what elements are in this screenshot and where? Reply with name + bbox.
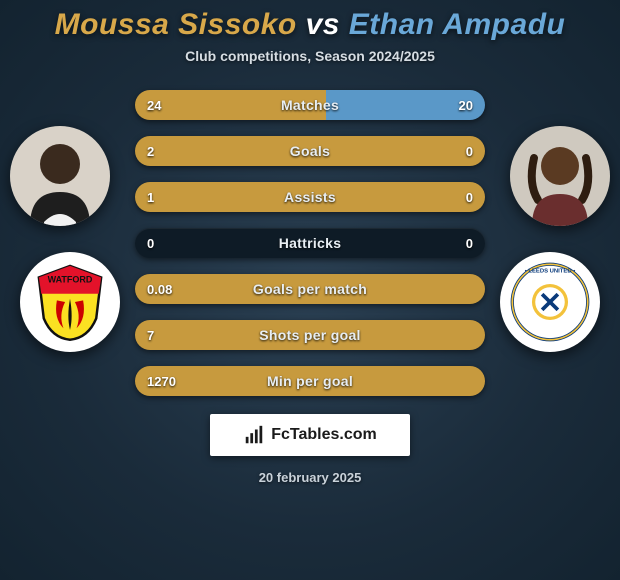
crest-text: WATFORD [48,274,93,284]
branding-badge: FcTables.com [210,414,410,456]
title-vs: vs [306,8,340,41]
watford-crest-icon: WATFORD [29,261,111,343]
stat-label: Goals [135,136,485,166]
player1-club-crest: WATFORD [20,252,120,352]
page-title: Moussa Sissoko vs Ethan Ampadu [0,8,620,42]
stat-row: 7Shots per goal [135,320,485,350]
subtitle: Club competitions, Season 2024/2025 [0,48,620,64]
stat-row: 2420Matches [135,90,485,120]
player1-avatar [10,126,110,226]
stat-row: 0.08Goals per match [135,274,485,304]
stat-label: Goals per match [135,274,485,304]
stat-label: Shots per goal [135,320,485,350]
footer-date: 20 february 2025 [0,470,620,485]
player2-avatar [510,126,610,226]
leeds-crest-icon: • LEEDS UNITED • [509,261,591,343]
stat-row: 1270Min per goal [135,366,485,396]
comparison-card: Moussa Sissoko vs Ethan Ampadu Club comp… [0,0,620,580]
person-silhouette-icon [10,126,110,226]
svg-text:• LEEDS UNITED •: • LEEDS UNITED • [525,268,576,274]
player2-club-crest: • LEEDS UNITED • [500,252,600,352]
stat-row: 00Hattricks [135,228,485,258]
title-player1: Moussa Sissoko [55,8,297,41]
title-player2: Ethan Ampadu [349,8,566,41]
stat-label: Hattricks [135,228,485,258]
stat-label: Assists [135,182,485,212]
stat-row: 10Assists [135,182,485,212]
stat-rows: 2420Matches 20Goals 10Assists 00Hattricks 0.… [135,90,485,396]
stat-label: Min per goal [135,366,485,396]
stat-row: 20Goals [135,136,485,166]
branding-text: FcTables.com [271,426,377,444]
person-silhouette-icon [510,126,610,226]
stat-label: Matches [135,90,485,120]
chart-icon [243,424,265,446]
